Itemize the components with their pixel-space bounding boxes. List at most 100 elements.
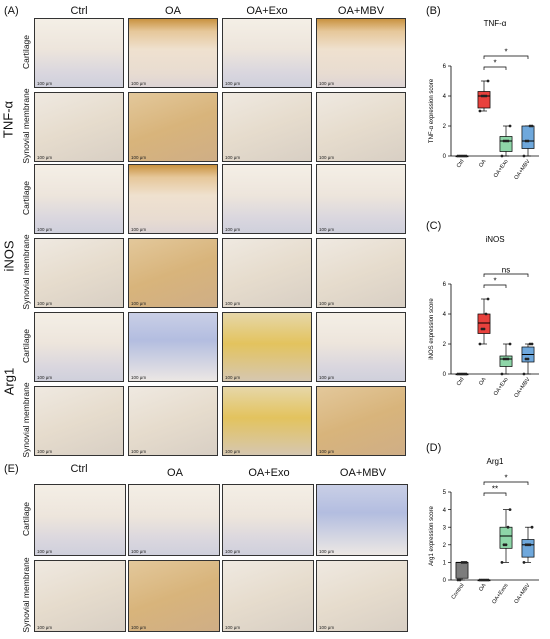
data-point [522, 561, 526, 564]
micrograph-tile: 100 μm [128, 92, 218, 162]
micrograph-tile: 100 μm [34, 386, 124, 456]
micrograph-tile: 100 μm [316, 312, 406, 382]
x-tick-label: OA [478, 376, 488, 386]
significance-label: * [493, 59, 496, 68]
significance-bracket [483, 273, 529, 277]
panel-letter-e: (E) [4, 463, 19, 475]
data-point [484, 312, 488, 316]
row-label-cartilage: Cartilage [21, 328, 31, 364]
data-point [460, 154, 464, 158]
scale-bar-label: 100 μm [319, 301, 335, 306]
grid-a-col-ctrl: Ctrl [70, 5, 88, 17]
data-point [460, 561, 464, 564]
data-point [526, 139, 530, 143]
chart-title: iNOS [485, 235, 504, 244]
x-tick-label: Control [451, 583, 466, 601]
scale-bar-label: 100 μm [225, 81, 241, 86]
scale-bar-label: 100 μm [225, 375, 241, 380]
box [521, 539, 535, 558]
data-point [526, 543, 530, 547]
scale-bar-label: 100 μm [37, 625, 53, 630]
scale-bar-label: 100 μm [37, 549, 53, 554]
grid-a-col-oa: OA [165, 5, 181, 17]
micrograph-tile: 100 μm [128, 484, 220, 556]
row-label-synovial-membrane: Synovial membrane [21, 557, 31, 633]
scale-bar-label: 100 μm [225, 301, 241, 306]
micrograph-tile: 100 μm [316, 386, 406, 456]
data-point [500, 154, 504, 158]
grid-e-col-oa-mbv: OA+MBV [339, 467, 387, 479]
data-point [480, 578, 484, 582]
data-point [462, 561, 466, 564]
significance-label: * [504, 48, 507, 57]
data-point [462, 372, 466, 376]
data-point [458, 154, 462, 158]
x-tick-label: OA+MBV [513, 376, 531, 399]
x-tick-label: OA [478, 158, 488, 168]
scale-bar-label: 100 μm [37, 449, 53, 454]
scale-bar-label: 100 μm [131, 449, 147, 454]
chart-arg1: Arg1 Arg1 expression score 0 1 2 3 4 5 Control OA… [429, 457, 539, 605]
data-point [464, 154, 468, 158]
significance-label: ** [492, 485, 498, 494]
significance-bracket [483, 66, 507, 70]
micrograph-tile: 100 μm [316, 18, 406, 88]
data-point [506, 139, 510, 143]
box [477, 91, 491, 109]
data-point [528, 543, 532, 547]
scale-bar-label: 100 μm [319, 449, 335, 454]
data-point [502, 543, 506, 547]
data-point [486, 578, 490, 582]
grid-a-col-oa-mbv: OA+MBV [337, 5, 385, 17]
data-point [464, 561, 468, 564]
data-point [524, 357, 528, 361]
data-point [504, 357, 508, 361]
data-point [456, 154, 460, 158]
micrograph-tile: 100 μm [34, 484, 126, 556]
grid-e-col-oa: OA [167, 467, 183, 479]
data-point [480, 327, 484, 331]
significance-label: * [504, 474, 507, 483]
x-tick-label: OA [478, 582, 488, 592]
y-tick-label: 0 [443, 154, 447, 160]
micrograph-tile: 100 μm [128, 386, 218, 456]
data-point [506, 525, 510, 529]
micrograph-tile: 100 μm [316, 164, 406, 234]
data-point [508, 124, 512, 128]
data-point [486, 79, 490, 83]
y-axis-label: TNF-α expression score [429, 78, 435, 143]
significance-bracket [483, 492, 507, 496]
scale-bar-label: 100 μm [225, 449, 241, 454]
scale-bar-label: 100 μm [225, 549, 241, 554]
data-point [530, 525, 534, 529]
scale-bar-label: 100 μm [37, 375, 53, 380]
micrograph-tile: 100 μm [34, 92, 124, 162]
y-tick-label: 4 [443, 312, 447, 318]
data-point [500, 561, 504, 564]
micrograph-tile: 100 μm [316, 238, 406, 308]
data-point [486, 297, 490, 301]
data-point [508, 508, 512, 511]
data-point [504, 139, 508, 143]
data-point [506, 357, 510, 361]
scale-bar-label: 100 μm [37, 155, 53, 160]
row-label-cartilage: Cartilage [21, 34, 31, 70]
data-point [464, 372, 468, 376]
x-tick-label: OA+Exo [493, 159, 510, 179]
data-point [482, 327, 486, 331]
box [499, 136, 513, 152]
marker-label-tnf: TNF-α [0, 100, 16, 139]
scale-bar-label: 100 μm [37, 227, 53, 232]
data-point [528, 124, 532, 128]
significance-bracket [483, 284, 507, 288]
y-axis-label: Arg1 expression score [429, 505, 435, 565]
micrograph-tile: 100 μm [222, 560, 314, 632]
row-label-cartilage: Cartilage [21, 180, 31, 216]
data-point [482, 578, 486, 582]
scale-bar-label: 100 μm [319, 375, 335, 380]
scale-bar-label: 100 μm [319, 625, 335, 630]
scale-bar-label: 100 μm [319, 227, 335, 232]
micrograph-tile: 100 μm [128, 560, 220, 632]
y-tick-label: 3 [443, 525, 447, 531]
chart-title: Arg1 [487, 457, 504, 466]
